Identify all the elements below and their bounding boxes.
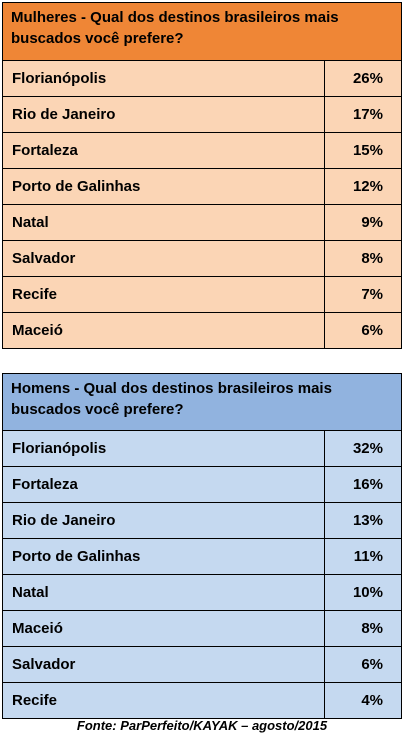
- percentage-cell: 10%: [352, 584, 383, 601]
- women-table-title: Mulheres - Qual dos destinos brasileiros…: [2, 2, 402, 61]
- source-note: Fonte: ParPerfeito/KAYAK – agosto/2015: [76, 718, 328, 733]
- destination-cell: Maceió: [3, 313, 325, 348]
- table-row: Recife 7%: [2, 277, 402, 313]
- percentage-cell: 8%: [361, 620, 383, 637]
- percentage-cell: 16%: [352, 476, 383, 493]
- destination-cell: Natal: [3, 575, 325, 610]
- destination-cell: Florianópolis: [3, 431, 325, 466]
- table-row: Recife 4%: [2, 683, 402, 719]
- destination-cell: Porto de Galinhas: [3, 169, 325, 204]
- women-table-rows: Florianópolis 26% Rio de Janeiro 17% Fortale…: [2, 61, 402, 349]
- table-row: Rio de Janeiro 13%: [2, 503, 402, 539]
- table-row: Salvador 8%: [2, 241, 402, 277]
- table-row: Porto de Galinhas 12%: [2, 169, 402, 205]
- percentage-cell: 32%: [352, 440, 383, 457]
- women-table: Mulheres - Qual dos destinos brasileiros…: [2, 2, 402, 349]
- percentage-cell: 13%: [352, 512, 383, 529]
- table-row: Maceió 6%: [2, 313, 402, 349]
- table-row: Fortaleza 15%: [2, 133, 402, 169]
- percentage-cell: 15%: [352, 142, 383, 159]
- table-row: Maceió 8%: [2, 611, 402, 647]
- table-row: Florianópolis 26%: [2, 61, 402, 97]
- destination-cell: Recife: [3, 683, 325, 718]
- percentage-cell: 7%: [361, 286, 383, 303]
- destination-cell: Florianópolis: [3, 61, 325, 96]
- percentage-cell: 9%: [361, 214, 383, 231]
- destination-cell: Recife: [3, 277, 325, 312]
- destination-cell: Salvador: [3, 647, 325, 682]
- destination-cell: Rio de Janeiro: [3, 503, 325, 538]
- percentage-cell: 17%: [352, 106, 383, 123]
- destination-cell: Fortaleza: [3, 133, 325, 168]
- destination-cell: Maceió: [3, 611, 325, 646]
- percentage-cell: 6%: [361, 322, 383, 339]
- table-row: Florianópolis 32%: [2, 431, 402, 467]
- men-table-rows: Florianópolis 32% Fortaleza 16% Rio de Janei…: [2, 431, 402, 719]
- table-row: Salvador 6%: [2, 647, 402, 683]
- table-row: Fortaleza 16%: [2, 467, 402, 503]
- destination-cell: Fortaleza: [3, 467, 325, 502]
- percentage-cell: 12%: [352, 178, 383, 195]
- table-row: Rio de Janeiro 17%: [2, 97, 402, 133]
- destination-cell: Natal: [3, 205, 325, 240]
- destination-cell: Rio de Janeiro: [3, 97, 325, 132]
- men-table-title: Homens - Qual dos destinos brasileiros m…: [2, 373, 402, 431]
- destination-cell: Salvador: [3, 241, 325, 276]
- percentage-cell: 6%: [361, 656, 383, 673]
- table-row: Natal 9%: [2, 205, 402, 241]
- men-table: Homens - Qual dos destinos brasileiros m…: [2, 373, 402, 719]
- percentage-cell: 26%: [352, 70, 383, 87]
- percentage-cell: 4%: [361, 692, 383, 709]
- percentage-cell: 8%: [361, 250, 383, 267]
- destination-cell: Porto de Galinhas: [3, 539, 325, 574]
- table-row: Natal 10%: [2, 575, 402, 611]
- table-row: Porto de Galinhas 11%: [2, 539, 402, 575]
- percentage-cell: 11%: [353, 548, 383, 565]
